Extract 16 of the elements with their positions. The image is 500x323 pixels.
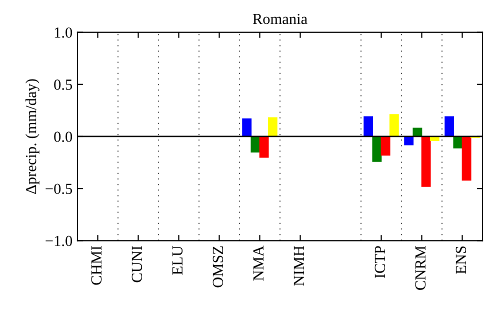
chart-title: Romania [252,14,308,24]
y-axis-title: Δprecip. (mm/day) [25,79,40,194]
y-tick-label: 0.5 [54,80,72,90]
x-tick-label: NMA [253,246,264,281]
x-tick-label: ENS [456,246,466,274]
x-tick-label: CNRM [415,246,426,290]
x-tick-label: CHMI [91,246,102,285]
y-tick-label: 1.0 [54,27,72,38]
y-tick-label: −1.0 [46,236,72,246]
y-tick-label: 0.0 [54,132,72,142]
x-tick-label: OMSZ [212,246,224,288]
x-tick-label: ICTP [374,246,386,278]
x-tick-label: CUNI [132,246,142,282]
x-tick-label: NIMH [294,246,304,286]
y-tick-label: −0.5 [46,184,72,194]
x-tick-label: ELU [172,246,183,275]
